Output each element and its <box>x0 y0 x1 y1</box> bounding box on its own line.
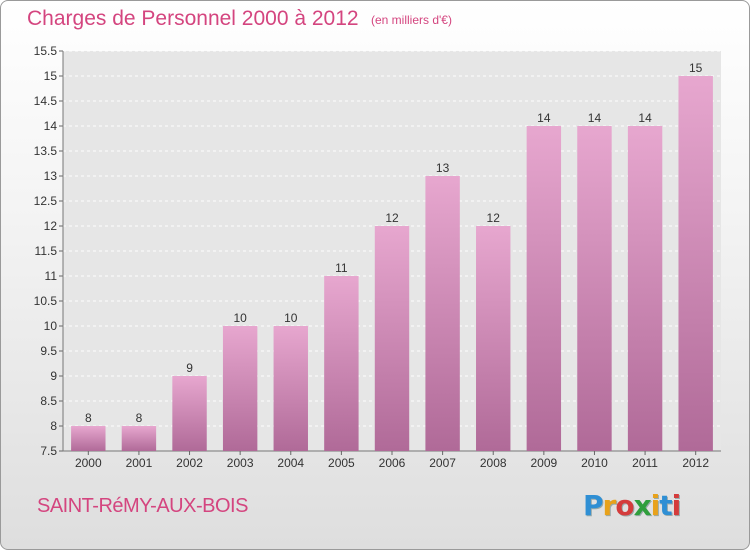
y-tick-label: 13 <box>44 169 58 183</box>
bar <box>678 76 713 451</box>
data-label: 10 <box>233 311 247 325</box>
y-tick-label: 12.5 <box>34 194 58 208</box>
x-tick-label: 2012 <box>682 456 709 470</box>
bar <box>273 326 308 451</box>
logo-letter: x <box>633 489 652 522</box>
logo-letter: i <box>671 489 682 522</box>
data-label: 12 <box>487 211 501 225</box>
logo-letter: t <box>659 489 672 522</box>
y-tick-label: 15.5 <box>34 44 58 58</box>
bar <box>121 426 157 451</box>
data-label: 11 <box>335 261 348 275</box>
bar <box>222 326 258 451</box>
logo-letter: o <box>615 489 634 522</box>
logo-letter: i <box>650 489 661 522</box>
data-label: 8 <box>85 411 92 425</box>
chart-subtitle: (en milliers d'€) <box>371 13 452 27</box>
y-tick-label: 13.5 <box>34 144 58 158</box>
x-tick-label: 2004 <box>277 456 304 470</box>
x-tick-label: 2010 <box>581 456 608 470</box>
data-label: 15 <box>689 61 703 75</box>
x-tick-label: 2006 <box>379 456 406 470</box>
data-label: 13 <box>436 161 450 175</box>
y-tick-label: 11.5 <box>35 244 58 258</box>
y-tick-label: 8.5 <box>40 394 57 408</box>
y-tick-label: 9.5 <box>40 344 57 358</box>
bar <box>476 226 511 451</box>
bar <box>172 376 207 451</box>
x-tick-label: 2003 <box>227 456 254 470</box>
chart-title: Charges de Personnel 2000 à 2012 <box>27 7 359 31</box>
data-label: 14 <box>638 111 652 125</box>
bar <box>526 126 562 451</box>
commune-name: SAINT-RéMY-AUX-BOIS <box>37 495 248 517</box>
bar <box>374 226 410 451</box>
logo-letter: r <box>602 489 617 522</box>
x-tick-label: 2002 <box>176 456 203 470</box>
data-label: 9 <box>186 361 193 375</box>
y-tick-label: 12 <box>44 219 58 233</box>
chart-title-text: Charges de Personnel 2000 à 2012 <box>27 7 359 30</box>
bar <box>577 126 612 451</box>
bar <box>71 426 106 451</box>
y-tick-label: 14 <box>44 119 58 133</box>
y-tick-label: 9 <box>50 369 57 383</box>
y-tick-label: 14.5 <box>34 94 58 108</box>
y-tick-label: 10 <box>44 319 58 333</box>
bar <box>324 276 359 451</box>
x-tick-label: 2007 <box>429 456 456 470</box>
x-tick-label: 2011 <box>632 456 658 470</box>
data-label: 14 <box>588 111 602 125</box>
data-label: 14 <box>537 111 551 125</box>
x-tick-label: 2008 <box>480 456 507 470</box>
data-label: 12 <box>385 211 399 225</box>
y-tick-label: 15 <box>44 69 58 83</box>
x-tick-label: 2001 <box>126 456 153 470</box>
x-tick-label: 2009 <box>530 456 557 470</box>
data-label: 10 <box>284 311 298 325</box>
x-tick-label: 2000 <box>75 456 102 470</box>
proxiti-logo: Proxiti <box>583 489 682 522</box>
x-tick-label: 2005 <box>328 456 355 470</box>
y-tick-label: 7.5 <box>40 444 57 458</box>
bar <box>627 126 663 451</box>
y-tick-label: 10.5 <box>34 294 58 308</box>
logo-letter: P <box>583 489 604 522</box>
data-label: 8 <box>136 411 143 425</box>
y-tick-label: 8 <box>50 419 57 433</box>
y-tick-label: 11 <box>45 269 58 283</box>
bar <box>425 176 460 451</box>
